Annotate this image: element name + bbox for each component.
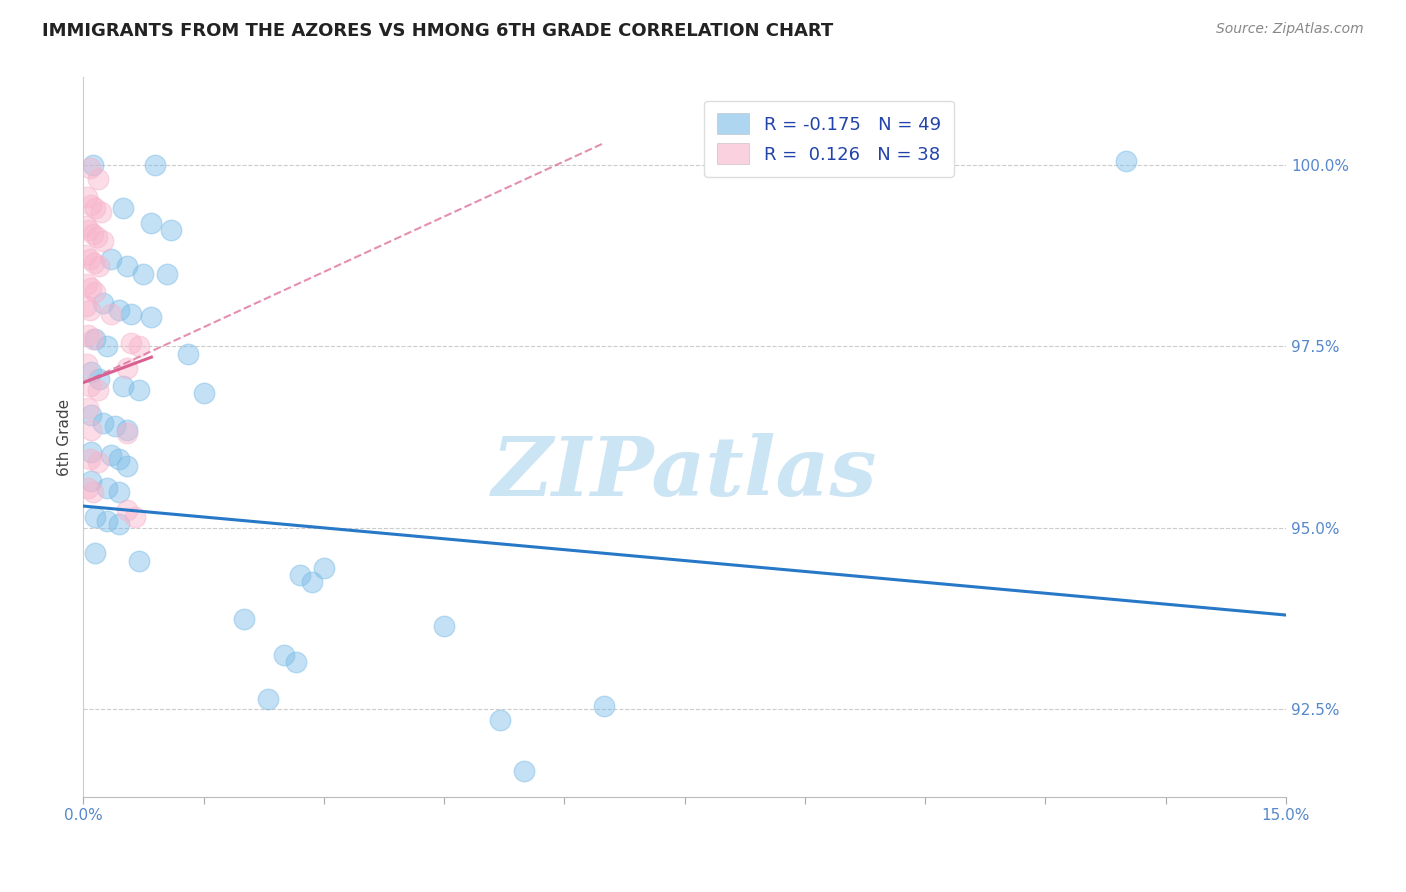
Point (76, 248, 98, 262)
Point (176, 346, 198, 360)
Point (128, 383, 150, 397)
Point (141, 310, 163, 325)
Point (84, 332, 107, 346)
Point (89, 372, 111, 386)
Point (108, 517, 131, 532)
Point (82, 158, 104, 172)
Point (120, 307, 142, 321)
Point (100, 252, 122, 266)
Point (96, 514, 118, 528)
Point (82, 484, 104, 499)
Point (193, 386, 215, 401)
Point (82, 227, 104, 241)
Point (76, 358, 98, 372)
Point (128, 553, 150, 567)
Point (312, 561, 335, 575)
Point (79, 161, 101, 176)
Point (100, 448, 122, 462)
Point (288, 568, 311, 582)
Point (104, 419, 127, 434)
Point (117, 361, 139, 376)
Point (84, 546, 107, 560)
Point (79, 379, 101, 393)
Point (112, 379, 135, 393)
Point (256, 691, 278, 706)
Point (77, 223, 100, 237)
Point (108, 484, 131, 499)
Point (160, 223, 183, 237)
Point (87, 455, 110, 469)
Point (120, 335, 142, 350)
Point (108, 451, 131, 466)
Point (433, 619, 456, 633)
Point (87, 172, 110, 186)
Point (77, 401, 100, 415)
Point (80, 444, 103, 458)
Point (76, 299, 98, 313)
Point (80, 365, 103, 379)
Point (79, 252, 101, 266)
Legend: R = -0.175   N = 49, R =  0.126   N = 38: R = -0.175 N = 49, R = 0.126 N = 38 (704, 101, 953, 177)
Point (89, 260, 111, 274)
Point (87, 383, 110, 397)
Point (112, 201, 135, 215)
Point (80, 281, 103, 295)
Point (117, 260, 139, 274)
Point (489, 714, 512, 728)
Point (117, 459, 139, 474)
Point (124, 510, 146, 524)
Point (100, 307, 122, 321)
Point (91, 234, 114, 248)
Point (117, 502, 139, 516)
Point (301, 575, 323, 590)
Point (91, 416, 114, 430)
Point (232, 612, 254, 626)
Point (79, 302, 101, 317)
Point (77, 481, 100, 495)
Y-axis label: 6th Grade: 6th Grade (58, 399, 72, 475)
Point (156, 267, 179, 281)
Point (77, 328, 100, 343)
Point (141, 216, 163, 230)
Point (86, 230, 108, 244)
Point (80, 423, 103, 437)
Point (1115, 153, 1137, 168)
Point (513, 764, 536, 779)
Point (96, 481, 118, 495)
Point (145, 158, 167, 172)
Point (84, 285, 107, 299)
Point (273, 648, 295, 662)
Point (80, 197, 103, 211)
Point (593, 698, 616, 713)
Point (84, 201, 107, 215)
Point (91, 295, 114, 310)
Point (128, 339, 150, 353)
Point (108, 302, 131, 317)
Text: ZIPatlas: ZIPatlas (492, 433, 877, 513)
Point (132, 267, 155, 281)
Point (117, 423, 139, 437)
Point (75, 219, 97, 234)
Text: Source: ZipAtlas.com: Source: ZipAtlas.com (1216, 22, 1364, 37)
Point (90, 204, 112, 219)
Point (117, 426, 139, 441)
Text: IMMIGRANTS FROM THE AZORES VS HMONG 6TH GRADE CORRELATION CHART: IMMIGRANTS FROM THE AZORES VS HMONG 6TH … (42, 22, 834, 40)
Point (96, 339, 118, 353)
Point (76, 277, 98, 292)
Point (83, 256, 105, 270)
Point (76, 190, 98, 204)
Point (80, 474, 103, 488)
Point (80, 409, 103, 423)
Point (79, 451, 101, 466)
Point (84, 510, 107, 524)
Point (82, 332, 104, 346)
Point (284, 655, 307, 669)
